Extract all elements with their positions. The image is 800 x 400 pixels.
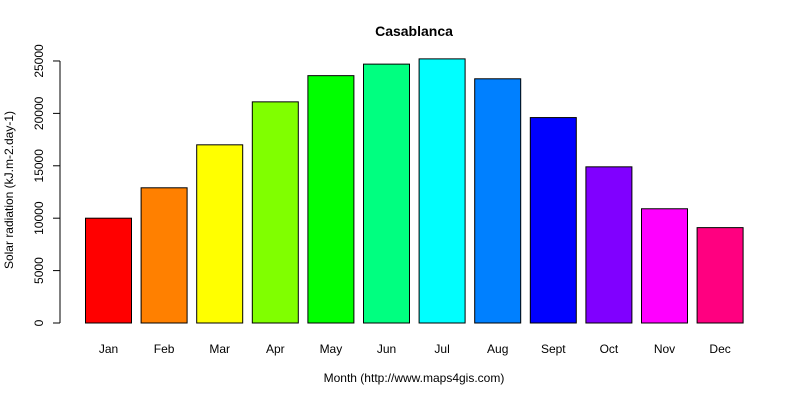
bar bbox=[196, 144, 244, 324]
bar bbox=[251, 101, 299, 324]
x-axis-label: Month (http://www.maps4gis.com) bbox=[324, 371, 505, 385]
x-tick-label: Aug bbox=[487, 342, 508, 356]
x-tick-label: Jun bbox=[377, 342, 396, 356]
bar bbox=[85, 217, 132, 324]
bar bbox=[529, 117, 577, 324]
x-tick-label: Feb bbox=[154, 342, 175, 356]
x-tick-label: Nov bbox=[654, 342, 675, 356]
bar bbox=[418, 58, 466, 324]
x-tick-label: May bbox=[320, 342, 343, 356]
y-tick-label: 20000 bbox=[32, 96, 46, 130]
bar bbox=[363, 63, 410, 324]
bar bbox=[474, 78, 522, 324]
x-tick-label: Apr bbox=[266, 342, 285, 356]
bar bbox=[696, 227, 744, 324]
bar bbox=[641, 208, 688, 324]
chart-title: Casablanca bbox=[375, 23, 453, 39]
x-tick-label: Sept bbox=[541, 342, 566, 356]
bar bbox=[585, 166, 633, 324]
y-tick-label: 15000 bbox=[32, 149, 46, 183]
y-tick-label: 0 bbox=[32, 319, 46, 326]
x-tick-label: Oct bbox=[600, 342, 619, 356]
bar bbox=[140, 187, 188, 324]
y-axis-label: Solar radiation (kJ.m-2.day-1) bbox=[2, 111, 16, 269]
y-tick-label: 5000 bbox=[32, 257, 46, 284]
x-tick-label: Jul bbox=[434, 342, 449, 356]
x-tick-label: Mar bbox=[209, 342, 230, 356]
y-tick-label: 25000 bbox=[32, 44, 46, 78]
x-tick-label: Jan bbox=[99, 342, 118, 356]
y-tick-label: 10000 bbox=[32, 201, 46, 235]
bar bbox=[307, 75, 355, 324]
x-tick-label: Dec bbox=[709, 342, 730, 356]
